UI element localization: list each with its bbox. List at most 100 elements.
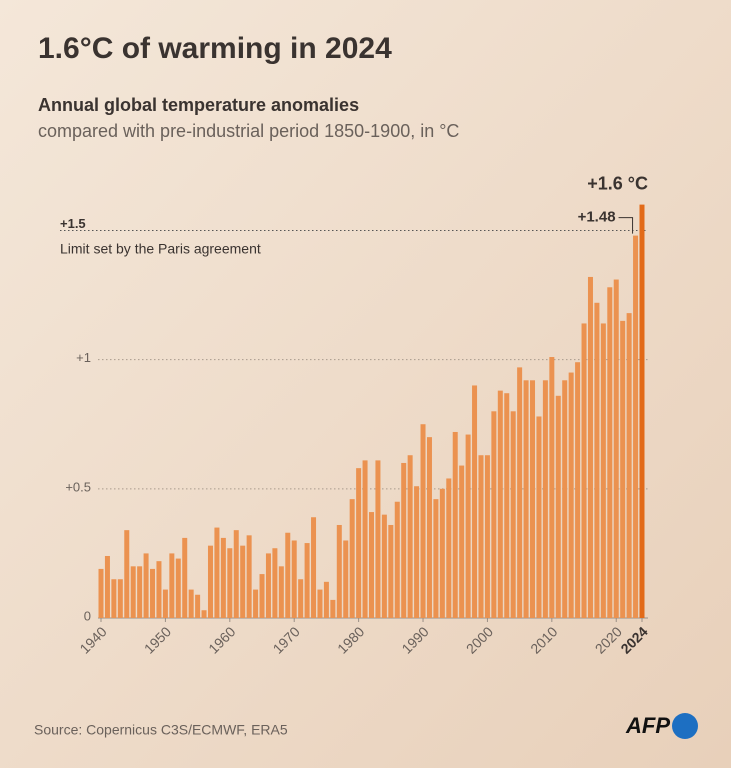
bar: [124, 530, 130, 618]
bar: [175, 558, 181, 618]
bar: [143, 553, 149, 618]
bar: [446, 478, 452, 618]
bar: [620, 320, 626, 618]
y-tick-label: +1: [76, 350, 91, 365]
bar: [381, 514, 387, 618]
bar: [549, 357, 555, 618]
bar: [639, 204, 645, 618]
bar: [433, 499, 439, 618]
bar: [111, 579, 117, 618]
bar: [349, 499, 355, 618]
bar: [201, 610, 207, 618]
bar: [426, 437, 432, 618]
bar: [330, 599, 336, 618]
subtitle: Annual global temperature anomalies: [38, 95, 359, 115]
bar: [568, 372, 574, 618]
bar: [407, 455, 413, 618]
bar: [517, 367, 523, 618]
bar: [240, 545, 246, 618]
annotation: Limit set by the Paris agreement: [60, 241, 261, 257]
bar: [587, 276, 593, 618]
bar: [98, 568, 104, 618]
y-tick-label: +1.5: [60, 216, 86, 231]
bar: [130, 566, 136, 618]
bar: [510, 411, 516, 618]
logo-circle: [672, 713, 698, 739]
bar: [484, 455, 490, 618]
bar: [156, 561, 162, 618]
bar: [317, 589, 323, 618]
bar: [542, 380, 548, 618]
bar: [214, 527, 220, 618]
y-tick-label: +0.5: [65, 479, 91, 494]
bar: [227, 548, 233, 618]
logo: AFP: [625, 713, 670, 738]
bar: [523, 380, 529, 618]
bar: [581, 323, 587, 618]
bar: [323, 581, 329, 618]
bar: [137, 566, 143, 618]
bar: [162, 589, 168, 618]
bar: [465, 434, 471, 618]
bar: [594, 302, 600, 618]
bar: [626, 313, 632, 618]
bar: [420, 424, 426, 618]
bar: [233, 530, 239, 618]
bar: [362, 460, 368, 618]
bar: [613, 279, 619, 618]
bar: [452, 431, 458, 618]
bar: [375, 460, 381, 618]
bar: [394, 501, 400, 618]
y-tick-label: 0: [84, 608, 91, 623]
bar: [459, 465, 465, 618]
subtitle: compared with pre-industrial period 1850…: [38, 121, 459, 141]
bar: [575, 362, 581, 618]
bar: [562, 380, 568, 618]
bar: [188, 589, 194, 618]
bar: [472, 385, 478, 618]
annotation: +1.6 °C: [587, 173, 648, 193]
bar: [259, 574, 265, 618]
bar: [104, 555, 110, 618]
bar: [633, 235, 639, 619]
bar: [536, 416, 542, 618]
bar: [401, 462, 407, 618]
annotation: +1.48: [578, 209, 616, 226]
bar: [253, 589, 259, 618]
bar: [150, 568, 156, 618]
bar: [343, 540, 349, 618]
bar: [600, 323, 606, 618]
bar: [207, 545, 213, 618]
bar: [439, 488, 445, 618]
source: Source: Copernicus C3S/ECMWF, ERA5: [34, 722, 288, 738]
bar: [555, 395, 561, 618]
bar: [285, 532, 291, 618]
bar: [117, 579, 123, 618]
bar: [336, 524, 342, 618]
bar: [530, 380, 536, 618]
bar: [169, 553, 175, 618]
bar: [311, 517, 317, 618]
bar: [388, 524, 394, 618]
bar: [304, 543, 310, 618]
bar: [272, 548, 278, 618]
leader-line: [618, 217, 634, 234]
bar: [478, 455, 484, 618]
bar: [504, 393, 510, 618]
bar: [607, 287, 613, 618]
chart-title: 1.6°C of warming in 2024: [38, 32, 392, 65]
bar: [246, 535, 252, 618]
bar: [291, 540, 297, 618]
bar: [195, 594, 201, 618]
bar: [182, 537, 188, 618]
bar: [265, 553, 271, 618]
bar: [414, 486, 420, 618]
bar: [278, 566, 284, 618]
bar: [220, 537, 226, 618]
bar: [369, 512, 374, 618]
bar: [491, 411, 497, 618]
bar: [298, 579, 304, 618]
bar: [497, 390, 503, 618]
